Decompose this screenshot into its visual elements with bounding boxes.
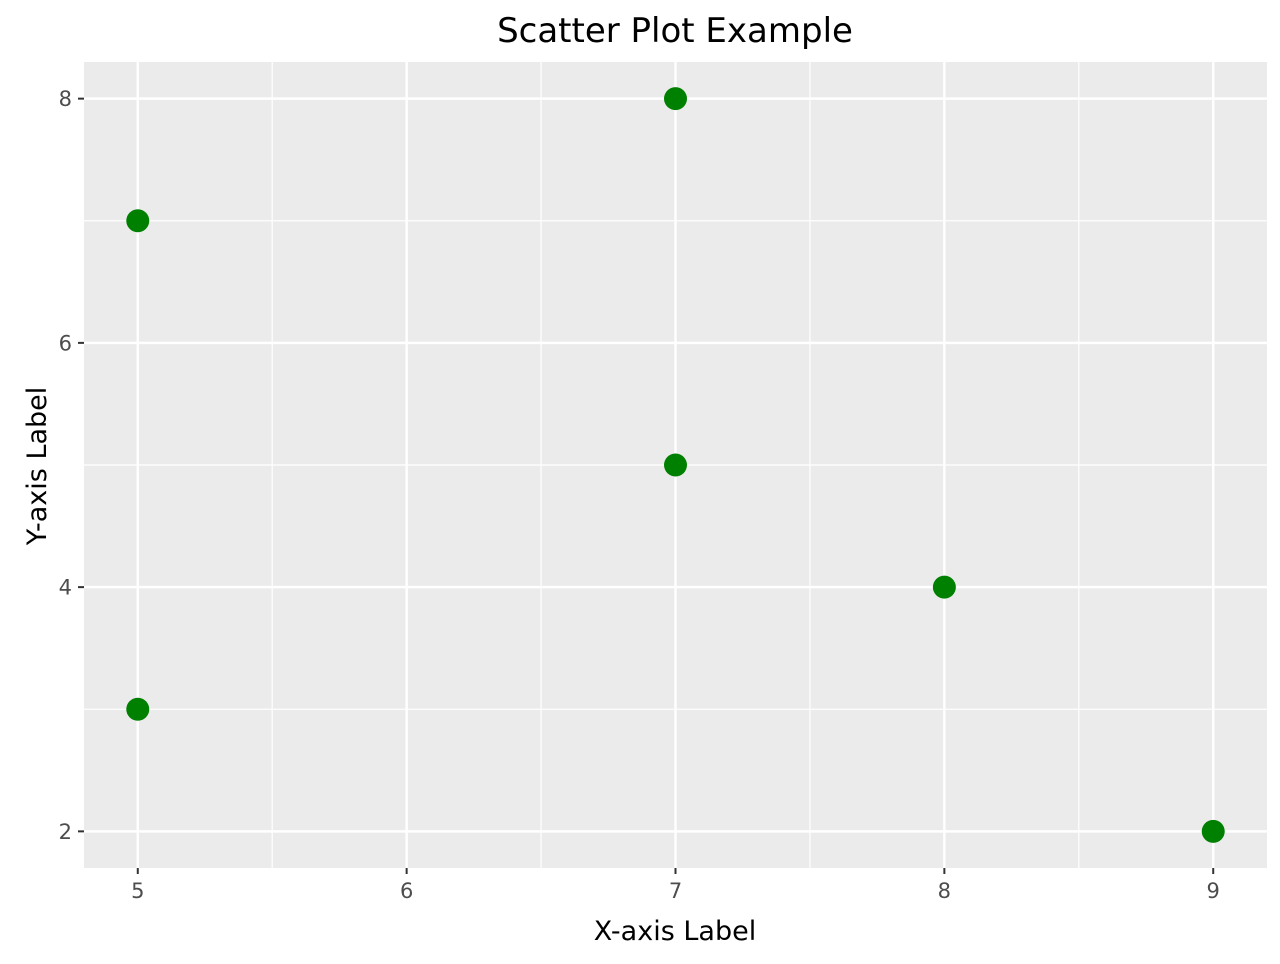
- x-tick-label: 6: [400, 879, 413, 903]
- x-tick-label: 8: [938, 879, 951, 903]
- axis-ticks: [78, 97, 1215, 874]
- x-tick-label: 9: [1207, 879, 1220, 903]
- x-axis-title: X-axis Label: [594, 916, 756, 947]
- y-tick-label: 8: [59, 87, 72, 111]
- data-point: [932, 575, 956, 599]
- data-point: [1201, 819, 1225, 843]
- y-tick-label: 4: [59, 576, 72, 600]
- y-tick-label: 2: [59, 820, 72, 844]
- y-tick-label: 6: [59, 331, 72, 355]
- data-points: [126, 87, 1225, 843]
- x-tick-label: 5: [131, 879, 144, 903]
- data-point: [664, 87, 687, 111]
- y-axis-title: Y-axis Label: [22, 387, 53, 547]
- chart-title: Scatter Plot Example: [497, 11, 853, 51]
- data-point: [664, 453, 687, 477]
- data-point: [126, 697, 150, 721]
- axis-tick-labels: 5 6 7 8 9 2 4 6 8: [59, 87, 1220, 903]
- data-point: [126, 209, 150, 233]
- x-tick-label: 7: [669, 879, 682, 903]
